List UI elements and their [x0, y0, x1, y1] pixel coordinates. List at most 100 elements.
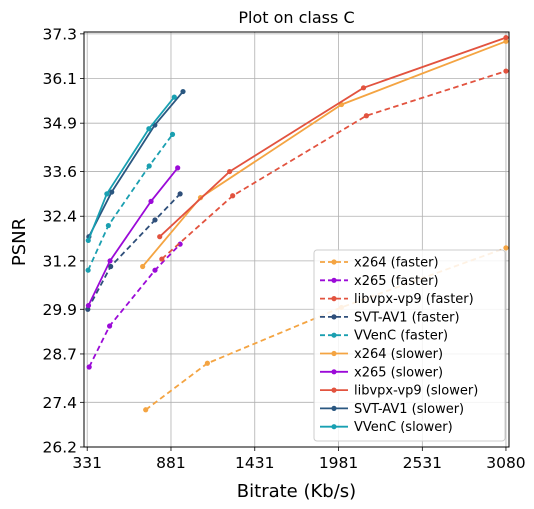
axis-ticks: 331 881 1431 1981 2531 3080 26.2 27.4 28.7 29.9 31…	[42, 25, 525, 472]
data-point	[177, 191, 183, 197]
legend-label: libvpx-vp9 (slower)	[354, 384, 478, 399]
y-tick-label: 31.2	[42, 252, 77, 270]
series-x265-faster	[86, 241, 183, 370]
legend: x264 (faster) x265 (faster) libvpx-vp9 (fa…	[313, 249, 506, 442]
legend-item: x265 (slower)	[320, 365, 443, 380]
y-tick-label: 34.9	[42, 115, 77, 133]
legend-label: SVT-AV1 (faster)	[354, 310, 460, 325]
x-tick-label: 3080	[486, 454, 525, 472]
series-vvenc-slower	[85, 94, 177, 244]
legend-marker	[331, 277, 337, 283]
data-point	[171, 94, 177, 100]
legend-item: SVT-AV1 (faster)	[320, 310, 460, 325]
legend-label: x264 (slower)	[354, 347, 443, 362]
legend-box	[313, 249, 506, 442]
data-point	[157, 234, 163, 240]
data-point	[108, 263, 114, 270]
series-line	[88, 243, 181, 368]
series-vvenc-faster	[85, 131, 176, 273]
data-point	[86, 364, 92, 370]
series-x264-slower	[140, 38, 509, 270]
data-point	[85, 237, 91, 244]
legend-item: libvpx-vp9 (faster)	[320, 292, 474, 307]
y-axis-title: PSNR	[9, 218, 30, 266]
legend-marker	[331, 259, 337, 265]
y-tick-label: 26.2	[42, 439, 77, 457]
x-tick-label: 1981	[319, 454, 358, 472]
series-line	[87, 133, 174, 271]
legend-marker	[331, 314, 337, 320]
data-point	[107, 258, 113, 264]
plot-frame	[83, 31, 510, 448]
data-point	[363, 113, 370, 119]
series-x265-slower	[85, 165, 181, 309]
legend-item: VVenC (slower)	[320, 420, 453, 435]
series-line	[141, 40, 507, 268]
chart-title: Plot on class C	[238, 8, 354, 27]
series-line	[161, 70, 507, 260]
legend-marker	[331, 296, 337, 302]
x-tick-label: 331	[72, 454, 102, 472]
data-point	[105, 222, 111, 229]
series-line	[159, 36, 507, 238]
data-point	[143, 407, 149, 413]
grid-lines	[84, 32, 509, 448]
legend-marker	[331, 332, 337, 338]
y-tick-label: 28.7	[42, 345, 77, 363]
legend-label: VVenC (faster)	[354, 329, 448, 344]
y-tick-label: 32.4	[42, 208, 77, 226]
x-tick-label: 1431	[235, 454, 274, 472]
x-tick-label: 2531	[403, 454, 442, 472]
data-point	[503, 245, 509, 251]
data-point	[503, 34, 509, 41]
data-point	[360, 85, 367, 91]
legend-item: VVenC (faster)	[320, 329, 448, 344]
data-point	[152, 267, 158, 273]
legend-item: x264 (slower)	[320, 347, 443, 362]
series-svt-av1-faster	[85, 191, 183, 312]
legend-label: x265 (slower)	[354, 365, 443, 380]
legend-marker	[331, 387, 337, 393]
data-point	[159, 256, 165, 262]
data-point	[109, 189, 115, 195]
y-tick-label: 29.9	[42, 301, 77, 319]
y-tick-label: 27.4	[42, 394, 77, 412]
y-tick-label: 33.6	[42, 163, 77, 181]
legend-item: libvpx-vp9 (slower)	[320, 384, 478, 399]
data-point	[152, 217, 158, 223]
data-point	[85, 302, 92, 309]
data-point	[169, 131, 176, 137]
series-line	[88, 91, 184, 238]
data-point	[227, 168, 233, 175]
data-point	[104, 191, 110, 197]
legend-item: x264 (faster)	[320, 256, 439, 271]
series-line	[87, 167, 179, 306]
data-point	[146, 126, 152, 132]
y-tick-label: 37.3	[42, 25, 77, 43]
legend-marker	[331, 369, 337, 375]
legend-label: SVT-AV1 (slower)	[354, 402, 464, 417]
data-point	[106, 323, 113, 329]
legend-label: VVenC (slower)	[354, 420, 453, 435]
legend-item: x265 (faster)	[320, 274, 439, 289]
data-point	[146, 163, 152, 169]
x-tick-label: 881	[156, 454, 186, 472]
data-point	[140, 263, 146, 270]
legend-marker	[331, 350, 337, 357]
legend-label: libvpx-vp9 (faster)	[354, 292, 474, 307]
y-tick-label: 36.1	[42, 70, 77, 88]
series-libvpx-vp9-faster	[159, 68, 509, 262]
series-libvpx-vp9-slower	[157, 34, 509, 240]
data-point	[230, 193, 236, 199]
data-point	[175, 165, 181, 171]
x-axis-title: Bitrate (Kb/s)	[237, 481, 356, 502]
legend-label: x264 (faster)	[354, 256, 439, 271]
legend-marker	[331, 405, 337, 411]
data-point	[85, 267, 91, 273]
data-point	[503, 38, 509, 44]
data-point	[148, 198, 154, 204]
data-point	[180, 88, 186, 95]
series-line	[87, 193, 181, 310]
series-line	[87, 96, 176, 241]
